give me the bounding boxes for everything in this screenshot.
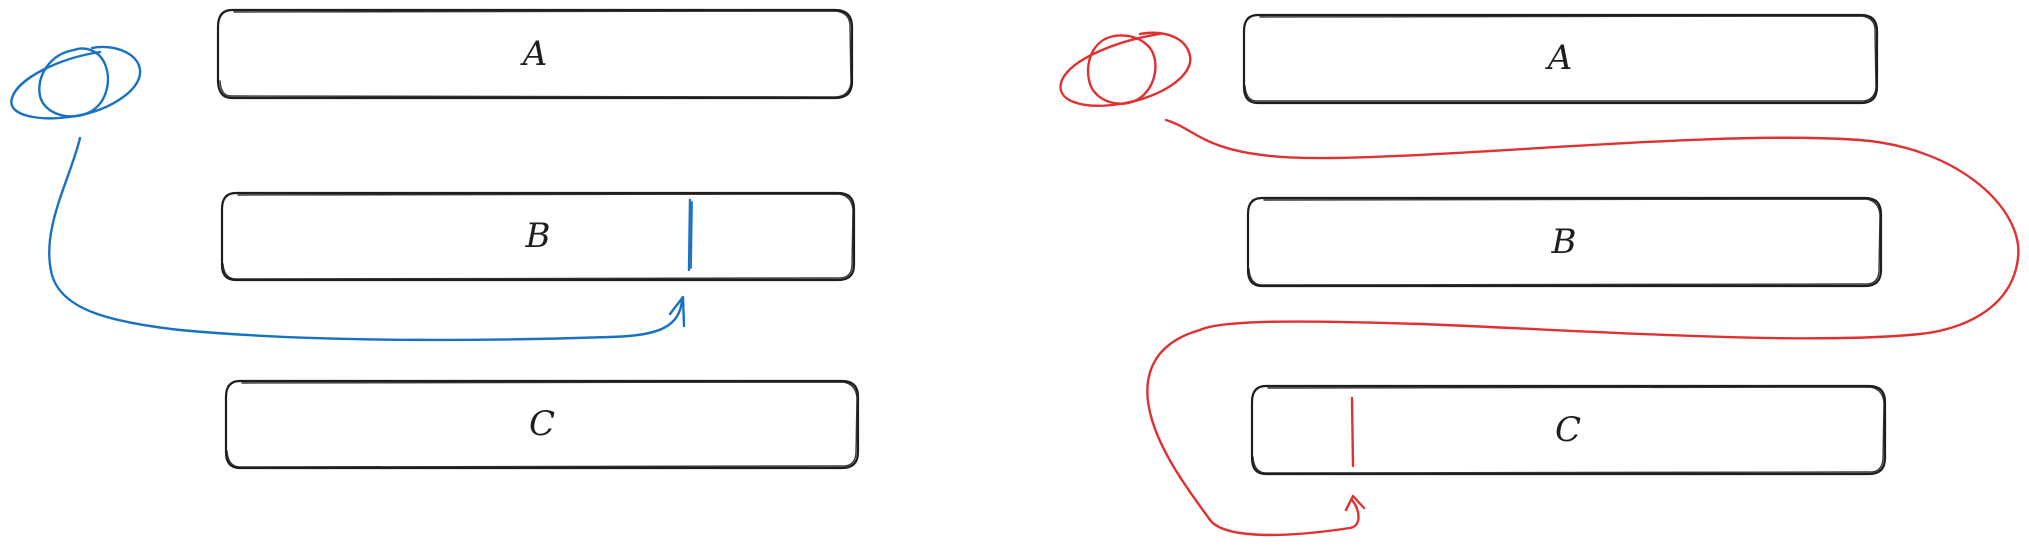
right-box-c[interactable]: C: [1250, 384, 1887, 476]
left-lasso-icon: [10, 45, 142, 120]
left-panel: A B C: [10, 8, 860, 470]
left-arrow: [48, 136, 686, 342]
left-insertion-cursor: [687, 198, 692, 272]
right-box-c-label: C: [1555, 410, 1581, 450]
left-box-a[interactable]: A: [216, 8, 854, 100]
right-box-b-label: B: [1551, 222, 1577, 262]
right-box-a-label: A: [1545, 38, 1573, 78]
right-box-b[interactable]: B: [1246, 196, 1883, 288]
left-box-c-label: C: [529, 404, 555, 444]
right-arrow: [1146, 118, 2020, 537]
left-box-c[interactable]: C: [224, 379, 860, 470]
right-panel: A B C: [1059, 13, 2020, 537]
right-lasso-icon: [1059, 31, 1192, 107]
right-box-a[interactable]: A: [1242, 13, 1879, 105]
left-box-a-label: A: [520, 34, 548, 74]
left-box-b-label: B: [525, 216, 551, 256]
right-insertion-cursor: [1350, 396, 1355, 468]
left-box-b[interactable]: B: [220, 191, 856, 282]
